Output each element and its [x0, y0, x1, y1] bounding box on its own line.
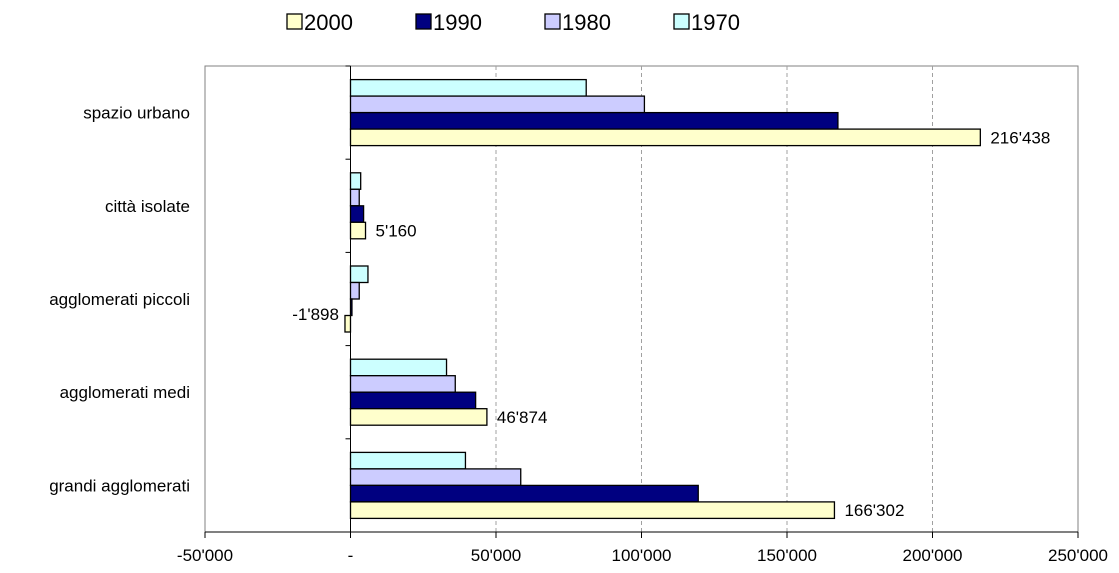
data-label-grandi-agglomerati: 166'302: [844, 501, 904, 520]
category-label-citta-isolate: città isolate: [105, 197, 190, 216]
axes: [204, 65, 1079, 538]
x-tick-label: 50'000: [471, 546, 522, 565]
bar-grandi-agglomerati-1980: [349, 468, 522, 487]
legend-swatch-2000: [286, 13, 303, 30]
category-labels: spazio urbano città isolate agglomerati pi…: [49, 104, 190, 496]
legend-swatch-1990: [415, 13, 432, 30]
bar-grandi-agglomerati-1970: [349, 451, 467, 470]
legend-label-1980: 1980: [562, 10, 611, 35]
x-tick-label: -50'000: [177, 546, 233, 565]
bar-agglomerati-piccoli-1970: [349, 265, 369, 284]
x-tick-label: 200'000: [903, 546, 963, 565]
category-label-agglomerati-medi: agglomerati medi: [60, 383, 190, 402]
legend-label-2000: 2000: [304, 10, 353, 35]
bar-citta-isolate-2000: [349, 221, 367, 240]
legend: 2000 1990 1980 1970: [286, 10, 740, 35]
bars: [344, 78, 981, 520]
bar-agglomerati-medi-1980: [349, 375, 456, 393]
x-tick-label: 150'000: [757, 546, 817, 565]
x-tick-label: -: [348, 546, 354, 565]
x-tick-label: 250'000: [1048, 546, 1108, 565]
legend-swatch-1970: [673, 13, 690, 30]
legend-swatch-1980: [544, 13, 561, 30]
bar-citta-isolate-1990: [349, 205, 365, 223]
data-label-spazio-urbano: 216'438: [990, 128, 1050, 147]
bar-spazio-urbano-1990: [349, 111, 839, 130]
bar-agglomerati-medi-1990: [349, 391, 477, 410]
legend-label-1990: 1990: [433, 10, 482, 35]
category-label-grandi-agglomerati: grandi agglomerati: [49, 476, 190, 495]
bar-agglomerati-piccoli-2000: [344, 314, 352, 333]
bar-spazio-urbano-1980: [349, 95, 646, 114]
data-label-agglomerati-piccoli: -1'898: [292, 305, 339, 324]
x-tick-label: 100'000: [612, 546, 672, 565]
data-labels: 216'438 5'160 -1'898 46'874 166'302: [292, 128, 1050, 520]
data-label-agglomerati-medi: 46'874: [497, 408, 548, 427]
bar-spazio-urbano-1970: [349, 78, 587, 97]
data-label-citta-isolate: 5'160: [376, 222, 417, 241]
bar-citta-isolate-1970: [349, 172, 362, 190]
category-label-spazio-urbano: spazio urbano: [83, 104, 190, 123]
legend-label-1970: 1970: [691, 10, 740, 35]
bar-agglomerati-medi-1970: [349, 358, 448, 377]
bar-agglomerati-piccoli-1980: [349, 281, 360, 300]
bar-grandi-agglomerati-2000: [349, 501, 836, 520]
bar-citta-isolate-1980: [349, 188, 360, 207]
bar-grandi-agglomerati-1990: [349, 484, 699, 503]
category-label-agglomerati-piccoli: agglomerati piccoli: [49, 290, 190, 309]
bar-spazio-urbano-2000: [349, 128, 981, 147]
bar-agglomerati-medi-2000: [349, 408, 488, 426]
x-tick-labels: -50'000-50'000 100'000 150'000 200'000 250'0…: [177, 546, 1108, 565]
